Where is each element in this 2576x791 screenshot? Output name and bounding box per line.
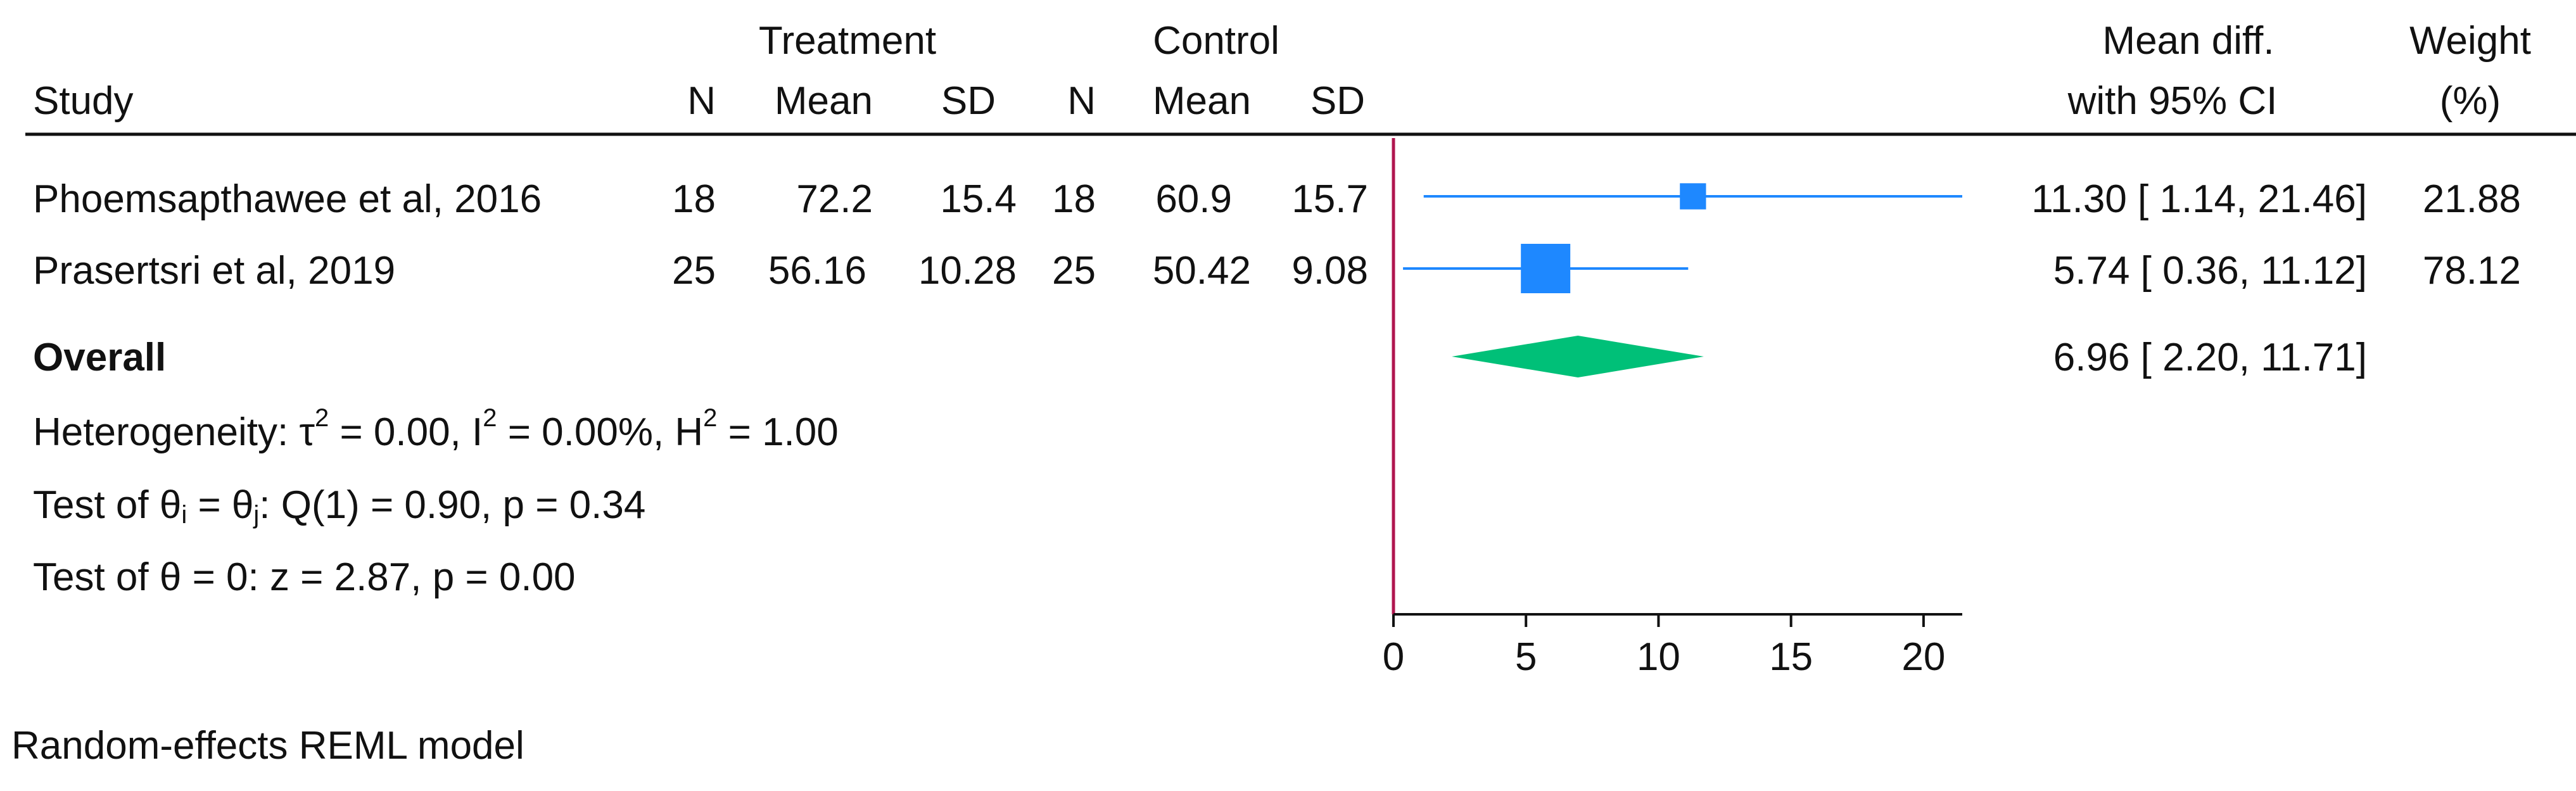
heterogeneity-line: Heterogeneity: τ2 = 0.00, I2 = 0.00%, H2… <box>33 404 839 454</box>
test-homogeneity-part1: Test of θ <box>33 483 181 527</box>
study-c-sd: 15.7 <box>1291 177 1368 221</box>
study-row-2: Prasertsri et al, 2019 25 56.16 10.28 25… <box>33 249 2521 293</box>
study-marker <box>1680 183 1706 210</box>
i-superscript: 2 <box>483 404 497 432</box>
test-homogeneity-sub-j: j <box>253 501 259 529</box>
h-value: = 1.00 <box>717 410 838 454</box>
study-t-sd: 15.4 <box>940 177 1017 221</box>
study-c-mean: 60.9 <box>1155 177 1232 221</box>
study-c-mean: 50.42 <box>1153 249 1251 293</box>
study-marker <box>1521 244 1571 293</box>
header-effect-line2: with 95% CI <box>2067 79 2278 123</box>
header-c-n: N <box>1067 79 1096 123</box>
test-homogeneity-part2: = θ <box>187 483 253 527</box>
overall-row: Overall 6.96 [ 2.20, 11.71] <box>33 336 2367 379</box>
study-t-n: 25 <box>672 249 716 293</box>
study-c-sd: 9.08 <box>1291 249 1368 293</box>
test-homogeneity-sub-i: i <box>181 501 187 529</box>
header-t-sd: SD <box>941 79 996 123</box>
test-homogeneity-line: Test of θi = θj: Q(1) = 0.90, p = 0.34 <box>33 483 645 529</box>
study-t-mean: 72.2 <box>796 177 873 221</box>
header-t-mean: Mean <box>775 79 873 123</box>
model-note: Random-effects REML model <box>11 724 524 768</box>
study-c-n: 18 <box>1052 177 1096 221</box>
x-tick-label: 5 <box>1515 635 1537 679</box>
header-study: Study <box>33 79 134 123</box>
x-tick-label: 0 <box>1383 635 1404 679</box>
h-superscript: 2 <box>703 404 717 432</box>
header-treatment: Treatment <box>759 19 936 63</box>
study-weight: 21.88 <box>2423 177 2521 221</box>
study-t-n: 18 <box>672 177 716 221</box>
study-c-n: 25 <box>1052 249 1096 293</box>
i-value: = 0.00%, H <box>497 410 703 454</box>
header-weight-line1: Weight <box>2409 19 2531 63</box>
header-effect-line1: Mean diff. <box>2102 19 2274 63</box>
test-overall-line: Test of θ = 0: z = 2.87, p = 0.00 <box>33 555 576 599</box>
study-row-1: Phoemsapthawee et al, 2016 18 72.2 15.4 … <box>33 177 2521 221</box>
study-weight: 78.12 <box>2423 249 2521 293</box>
study-label: Prasertsri et al, 2019 <box>33 249 395 293</box>
table-header: Treatment Control Mean diff. Weight Stud… <box>33 19 2531 123</box>
overall-diamond <box>1452 336 1704 377</box>
study-t-sd: 10.28 <box>918 249 1017 293</box>
header-weight-line2: (%) <box>2440 79 2501 123</box>
overall-label: Overall <box>33 336 166 379</box>
header-c-mean: Mean <box>1153 79 1251 123</box>
study-label: Phoemsapthawee et al, 2016 <box>33 177 542 221</box>
plot-area: 0 5 10 15 20 <box>1383 138 1962 679</box>
tau-superscript: 2 <box>315 404 329 432</box>
heterogeneity-prefix: Heterogeneity: τ <box>33 410 315 454</box>
tau-value: = 0.00, I <box>329 410 483 454</box>
x-tick-label: 15 <box>1769 635 1813 679</box>
header-control: Control <box>1153 19 1279 63</box>
x-tick-label: 20 <box>1901 635 1945 679</box>
study-t-mean: 56.16 <box>768 249 866 293</box>
header-t-n: N <box>687 79 716 123</box>
study-ci-text: 5.74 [ 0.36, 11.12] <box>2053 249 2367 293</box>
study-ci-text: 11.30 [ 1.14, 21.46] <box>2031 177 2367 221</box>
header-c-sd: SD <box>1310 79 1365 123</box>
test-homogeneity-part3: : Q(1) = 0.90, p = 0.34 <box>259 483 645 527</box>
x-tick-label: 10 <box>1637 635 1680 679</box>
overall-ci-text: 6.96 [ 2.20, 11.71] <box>2053 336 2367 379</box>
